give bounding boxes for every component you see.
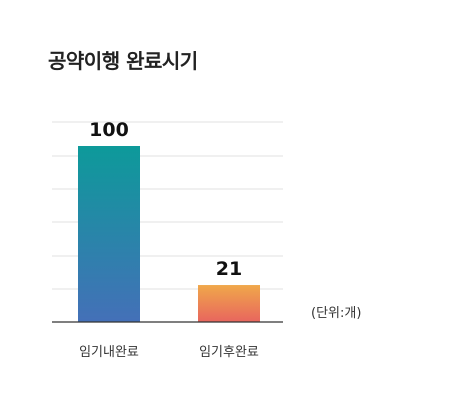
value-label: 100 xyxy=(89,119,129,141)
bar-임기후완료 xyxy=(198,285,260,322)
unit-label: (단위:개) xyxy=(311,306,362,321)
category-label: 임기후완료 xyxy=(199,345,259,360)
bars xyxy=(78,146,260,322)
labels: 100 임기내완료 21 임기후완료 xyxy=(79,119,259,360)
bar-임기내완료 xyxy=(78,146,140,322)
value-label: 21 xyxy=(216,258,242,280)
chart-title: 공약이행 완료시기 xyxy=(48,49,198,73)
category-label: 임기내완료 xyxy=(79,345,139,360)
